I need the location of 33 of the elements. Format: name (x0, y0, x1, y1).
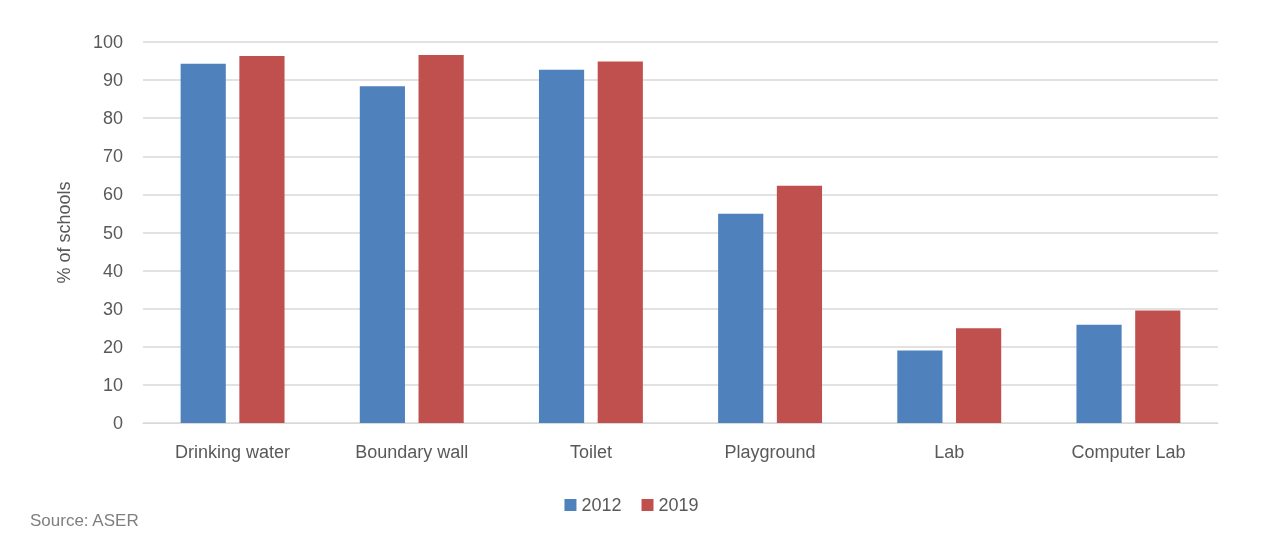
bar (897, 350, 943, 423)
y-tick-label: 0 (112, 413, 123, 433)
bar (956, 328, 1002, 423)
bar (1135, 310, 1181, 423)
bar (180, 63, 226, 423)
y-tick-label: 30 (102, 298, 123, 319)
bar (418, 54, 464, 423)
bar (538, 69, 585, 423)
bar (718, 213, 764, 423)
y-tick-label: 20 (102, 336, 123, 357)
y-tick-label: 80 (102, 108, 123, 129)
bar (239, 56, 285, 423)
bar (359, 86, 405, 423)
x-tick-label: Computer Lab (1071, 442, 1186, 462)
y-tick-label: 100 (92, 32, 123, 52)
y-tick-label: 90 (102, 70, 123, 91)
x-tick-label: Playground (724, 442, 816, 462)
y-axis-title: % of schools (54, 181, 74, 284)
y-tick-label: 60 (102, 184, 123, 205)
source-note: Source: ASER (30, 511, 139, 530)
x-tick-label: Lab (934, 442, 965, 462)
bar (776, 185, 823, 423)
legend-label: 2019 (658, 495, 699, 515)
x-tick-label: Drinking water (175, 442, 291, 462)
y-tick-label: 10 (102, 374, 123, 395)
x-tick-label: Toilet (569, 442, 612, 462)
legend-label: 2012 (581, 495, 622, 515)
y-tick-label: 70 (102, 146, 123, 167)
y-tick-label: 50 (102, 222, 123, 243)
x-tick-label: Boundary wall (355, 442, 469, 462)
y-tick-label: 40 (102, 260, 123, 281)
bar (597, 61, 643, 423)
bar (1076, 324, 1122, 423)
